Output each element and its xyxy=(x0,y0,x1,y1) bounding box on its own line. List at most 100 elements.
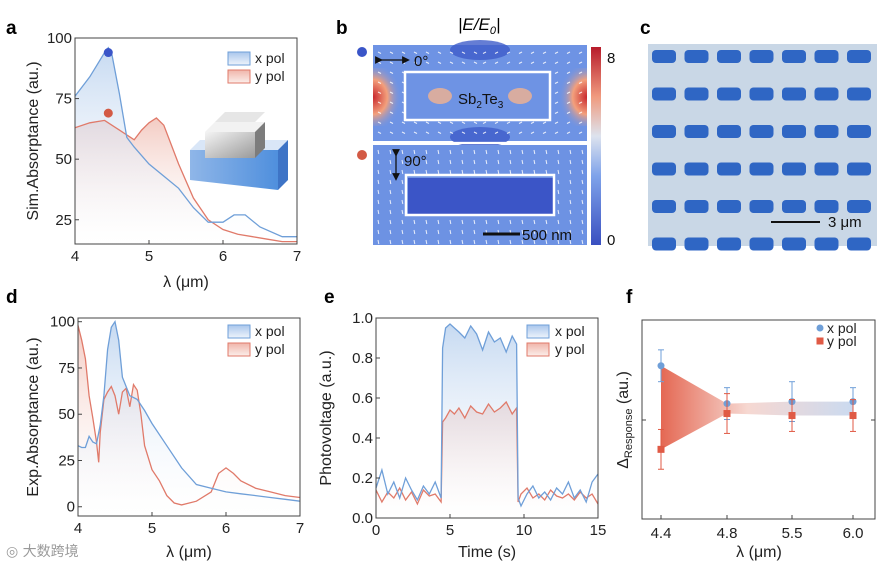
field-arrow xyxy=(566,131,571,134)
field-arrow xyxy=(389,239,392,245)
field-arrow xyxy=(494,121,499,124)
field-arrow xyxy=(581,149,584,155)
field-arrow xyxy=(533,239,536,245)
field-arrow xyxy=(506,61,511,64)
panel-e-frame xyxy=(375,317,599,519)
panel-e-plot-area: 0 5 10 15 0.0 0.2 0.4 0.6 0.8 1.0 xyxy=(352,310,606,539)
field-arrow xyxy=(569,209,572,215)
field-arrow xyxy=(545,239,548,245)
legend-swatch-x-pol xyxy=(526,324,550,339)
panel-d-y-axis-label: Exp.Absorptance (au.) xyxy=(25,337,42,496)
field-arrow xyxy=(449,219,452,225)
panel-a-chart: a 4 5 6 7 25 50 75 100 x pol y pol λ (μm) Sim.A… xyxy=(6,18,301,291)
nanorod-cell xyxy=(717,200,741,213)
field-arrow xyxy=(578,61,583,64)
field-arrow xyxy=(566,91,571,94)
field-arrow xyxy=(401,239,404,245)
field-arrow xyxy=(485,219,488,225)
field-arrow xyxy=(566,111,571,114)
field-arrow xyxy=(581,199,584,205)
field-arrow xyxy=(377,121,382,124)
field-arrow xyxy=(554,61,559,64)
panel-d-x-tick-label: 5 xyxy=(148,520,156,537)
field-arrow xyxy=(545,159,548,165)
field-arrow xyxy=(389,51,394,54)
field-arrow xyxy=(413,159,416,165)
field-arrow xyxy=(554,91,559,94)
nanorod-cell xyxy=(749,50,774,63)
field-arrow xyxy=(509,149,512,155)
field-arrow xyxy=(554,81,559,84)
field-arrow xyxy=(461,149,464,155)
field-arrow xyxy=(497,149,500,155)
panel-d-area-x-pol xyxy=(78,321,300,516)
field-arrow xyxy=(425,121,430,124)
field-arrow xyxy=(449,61,454,64)
panel-f-x-tick-label: 4.4 xyxy=(651,525,672,542)
field-arrow xyxy=(554,111,559,114)
field-arrow xyxy=(533,149,536,155)
legend-label-y-pol: y pol xyxy=(255,341,285,357)
panel-e-y-tick-label: 0.0 xyxy=(352,510,373,527)
field-arrow xyxy=(581,169,584,175)
field-arrow xyxy=(377,189,380,195)
field-arrow xyxy=(494,131,499,134)
field-arrow xyxy=(497,239,500,245)
field-arrow xyxy=(389,189,392,195)
field-arrow xyxy=(578,131,583,134)
panel-e-x-tick-label: 15 xyxy=(590,522,607,539)
field-arrow xyxy=(473,229,476,235)
field-arrow xyxy=(449,169,452,175)
nanorod-cell xyxy=(814,237,839,251)
field-arrow xyxy=(461,61,466,64)
nanorod-cell xyxy=(782,162,806,176)
field-arrow xyxy=(389,159,392,165)
field-arrow xyxy=(377,229,380,235)
panel-a-x-tick-label: 7 xyxy=(293,248,301,265)
field-arrow xyxy=(542,131,547,134)
field-arrow xyxy=(569,219,572,225)
field-arrow xyxy=(401,179,404,185)
field-map-x-pol xyxy=(373,40,587,147)
field-arrow xyxy=(566,61,571,64)
nanorod-cell xyxy=(717,50,741,63)
field-arrow xyxy=(521,149,524,155)
field-arrow xyxy=(542,51,547,54)
field-arrow xyxy=(377,71,382,74)
field-arrow xyxy=(389,101,394,104)
field-arrow xyxy=(566,121,571,124)
nanorod-cell xyxy=(847,162,871,176)
field-arrow xyxy=(425,61,430,64)
nanorod-cell xyxy=(652,125,676,138)
legend-marker-y-pol xyxy=(816,337,824,345)
nanorod-cell xyxy=(847,87,871,101)
nanorod-cell xyxy=(684,200,709,213)
nanorod-cell xyxy=(717,237,741,251)
field-arrow xyxy=(437,61,442,64)
panel-d-x-tick-label: 7 xyxy=(296,520,304,537)
panel-d-plot-area: 4 5 6 7 0 25 50 75 100 xyxy=(50,314,304,537)
field-arrow xyxy=(401,219,404,225)
watermark-text: 大数跨境 xyxy=(22,544,79,560)
panel-a-x-tick-label: 4 xyxy=(71,248,79,265)
colorbar xyxy=(591,47,601,245)
field-arrow xyxy=(533,169,536,175)
nanorod-cell xyxy=(749,162,774,176)
field-arrow xyxy=(377,199,380,205)
field-arrow xyxy=(569,169,572,175)
field-arrow xyxy=(530,61,535,64)
field-arrow xyxy=(518,61,523,64)
field-arrow xyxy=(473,159,476,165)
field-arrow xyxy=(581,179,584,185)
material-label: Sb2Te3 xyxy=(458,91,504,111)
nanorod-cell xyxy=(782,200,806,213)
nanorod-cell xyxy=(684,162,709,176)
field-arrow xyxy=(377,101,382,104)
panel-d-chart: d 4 5 6 7 0 25 50 75 100 x pol y pol λ (μm) Exp.… xyxy=(6,287,304,561)
field-arrow xyxy=(533,219,536,225)
panel-a-line-y-pol xyxy=(74,117,297,243)
panel-e-line-x-pol xyxy=(375,323,599,508)
field-arrow xyxy=(413,131,418,134)
field-arrow xyxy=(566,101,571,104)
panel-e-y-tick-label: 0.2 xyxy=(352,470,373,487)
